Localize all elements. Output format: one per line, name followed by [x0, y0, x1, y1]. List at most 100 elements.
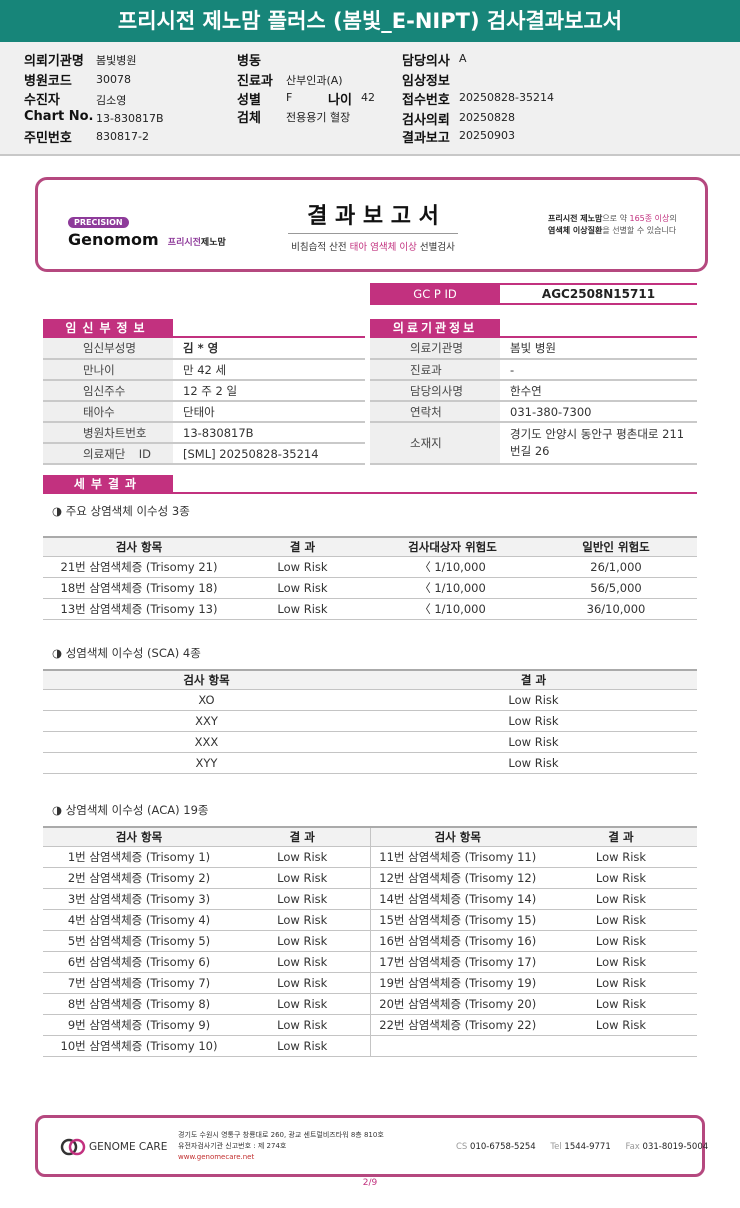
doctor-value: A — [459, 52, 467, 65]
column-header: 검사 항목 — [43, 536, 235, 557]
table-row: 10번 삼염색체증 (Trisomy 10) Low Risk — [43, 1035, 697, 1057]
table-cell: Low Risk — [545, 867, 697, 889]
aca-table: 검사 항목 결 과 검사 항목 결 과 1번 삼염색체증 (Trisomy 1) Low … — [43, 826, 697, 1057]
info-value: 13-830817B — [173, 422, 365, 444]
info-value: 031-380-7300 — [500, 401, 697, 423]
table-cell: 3번 삼염색체증 (Trisomy 3) — [43, 888, 235, 910]
table-cell: 26/1,000 — [535, 556, 697, 578]
sca-title: ◑ 성염색체 이수성 (SCA) 4종 — [52, 646, 201, 660]
info-row: 임신주수 12 주 2 일 — [43, 380, 365, 402]
pregnant-section-header: 임신부정보 — [43, 319, 173, 337]
table-cell — [545, 1035, 697, 1057]
brand-name: Genomom — [68, 230, 159, 249]
table-cell: 1번 삼염색체증 (Trisomy 1) — [43, 846, 235, 868]
table-cell: 18번 삼염색체증 (Trisomy 18) — [43, 577, 235, 599]
table-row: 6번 삼염색체증 (Trisomy 6) Low Risk 17번 삼염색체증 (T… — [43, 951, 697, 973]
institution-value: 봄빛병원 — [96, 54, 137, 67]
age-label: 나이 — [328, 93, 352, 108]
table-cell: 17번 삼염색체증 (Trisomy 17) — [369, 951, 545, 973]
clinical-label: 임상정보 — [402, 74, 450, 89]
table-row: XYY Low Risk — [43, 752, 697, 774]
info-value: 봄빛 병원 — [500, 338, 697, 360]
table-cell: 10번 삼염색체증 (Trisomy 10) — [43, 1035, 235, 1057]
rrn-value: 830817-2 — [96, 130, 149, 143]
info-value: 김 * 영 — [173, 338, 365, 360]
receipt-value: 20250828-35214 — [459, 91, 554, 104]
table-cell: 9번 삼염색체증 (Trisomy 9) — [43, 1014, 235, 1036]
table-cell: Low Risk — [370, 710, 697, 732]
dept-label: 진료과 — [237, 74, 273, 89]
specimen-label: 검체 — [237, 111, 261, 126]
table-row: 8번 삼염색체증 (Trisomy 8) Low Risk 20번 삼염색체증 (T… — [43, 993, 697, 1015]
column-header: 결 과 — [545, 826, 697, 847]
hospital-info-table: 의료기관명 봄빛 병원 진료과 - 담당의사명 한수연 연락처 031-380-7300 소재지… — [370, 338, 697, 465]
table-header-row: 검사 항목 결 과 검사 항목 결 과 — [43, 826, 697, 847]
table-cell: Low Risk — [370, 752, 697, 774]
table-cell: 11번 삼염색체증 (Trisomy 11) — [369, 846, 545, 868]
table-cell: 14번 삼염색체증 (Trisomy 14) — [369, 888, 545, 910]
genomom-logo: PRECISION Genomom 프리시전제노맘 — [68, 210, 226, 249]
footer-address: 경기도 수원시 영통구 창룡대로 260, 광교 센트럴비즈타워 8층 810호 — [178, 1131, 384, 1139]
hospital-code-value: 30078 — [96, 73, 131, 86]
info-row: 병원차트번호 13-830817B — [43, 422, 365, 444]
table-cell: Low Risk — [235, 972, 370, 994]
table-cell: 13번 삼염색체증 (Trisomy 13) — [43, 598, 235, 620]
info-label: 태아수 — [43, 401, 173, 423]
table-cell: 56/5,000 — [535, 577, 697, 599]
info-value: 경기도 안양시 동안구 평촌대로 211번길 26 — [500, 422, 697, 465]
info-value: 12 주 2 일 — [173, 380, 365, 402]
table-row: 13번 삼염색체증 (Trisomy 13) Low Risk 〈 1/10,000… — [43, 598, 697, 620]
brand-sub1: 프리시전 — [167, 238, 201, 248]
info-row: 의료기관명 봄빛 병원 — [370, 338, 697, 360]
table-cell: 5번 삼염색체증 (Trisomy 5) — [43, 930, 235, 952]
chart-value: 13-830817B — [96, 112, 164, 125]
doctor-label: 담당의사 — [402, 54, 450, 69]
ward-label: 병동 — [237, 54, 261, 69]
info-row: 소재지 경기도 안양시 동안구 평촌대로 211번길 26 — [370, 422, 697, 465]
table-cell: 7번 삼염색체증 (Trisomy 7) — [43, 972, 235, 994]
info-row: 담당의사명 한수연 — [370, 380, 697, 402]
table-cell: Low Risk — [545, 951, 697, 973]
table-cell: 22번 삼염색체증 (Trisomy 22) — [369, 1014, 545, 1036]
table-cell: Low Risk — [545, 1014, 697, 1036]
report-heading-title: 결 과 보 고 서 — [288, 198, 458, 234]
footer-address-block: 경기도 수원시 영통구 창룡대로 260, 광교 센트럴비즈타워 8층 810호… — [178, 1130, 384, 1163]
sex-label: 성별 — [237, 93, 261, 108]
report-date-label: 결과보고 — [402, 131, 450, 146]
footer-website[interactable]: www.genomecare.net — [178, 1153, 255, 1161]
age-value: 42 — [361, 91, 375, 104]
table-row: 18번 삼염색체증 (Trisomy 18) Low Risk 〈 1/10,000… — [43, 577, 697, 599]
table-cell: 36/10,000 — [535, 598, 697, 620]
footer-license: 유전자검사기관 신고번호 : 제 274호 — [178, 1142, 287, 1150]
column-header: 검사 항목 — [369, 826, 545, 847]
gcpid-row: GC P ID AGC2508N15711 — [370, 283, 697, 305]
pregnant-info-table: 임신부성명 김 * 영 만나이 만 42 세 임신주수 12 주 2 일 태아수 단태아 병원차… — [43, 338, 365, 465]
column-header: 결 과 — [235, 536, 370, 557]
info-value: 한수연 — [500, 380, 697, 402]
info-label: 소재지 — [370, 422, 500, 465]
info-row: 만나이 만 42 세 — [43, 359, 365, 381]
report-title: 프리시전 제노맘 플러스 (봄빛_E-NIPT) 검사결과보고서 — [0, 0, 740, 42]
info-value: [SML] 20250828-35214 — [173, 443, 365, 465]
table-cell: Low Risk — [235, 867, 370, 889]
info-row: 연락처 031-380-7300 — [370, 401, 697, 423]
info-row: 태아수 단태아 — [43, 401, 365, 423]
info-label: 진료과 — [370, 359, 500, 381]
table-cell: Low Risk — [545, 930, 697, 952]
table-cell: XO — [43, 689, 370, 711]
table-cell: Low Risk — [235, 846, 370, 868]
info-label: 연락처 — [370, 401, 500, 423]
table-cell: Low Risk — [235, 888, 370, 910]
table-cell: Low Risk — [235, 1014, 370, 1036]
tagline: 프리시전 제노맘으로 약 165종 이상의 염색체 이상질환을 선별할 수 있습… — [548, 214, 677, 235]
genome-care-icon — [60, 1138, 86, 1156]
table-cell: 2번 삼염색체증 (Trisomy 2) — [43, 867, 235, 889]
info-label: 병원차트번호 — [43, 422, 173, 444]
table-cell: 16번 삼염색체증 (Trisomy 16) — [369, 930, 545, 952]
table-cell: Low Risk — [235, 1035, 370, 1057]
table-cell: Low Risk — [235, 930, 370, 952]
table-row: XXX Low Risk — [43, 731, 697, 753]
table-cell: Low Risk — [545, 993, 697, 1015]
table-row: 9번 삼염색체증 (Trisomy 9) Low Risk 22번 삼염색체증 (T… — [43, 1014, 697, 1036]
report-heading: 결 과 보 고 서 비침습적 산전 태아 염색체 이상 선별검사 — [288, 198, 458, 253]
